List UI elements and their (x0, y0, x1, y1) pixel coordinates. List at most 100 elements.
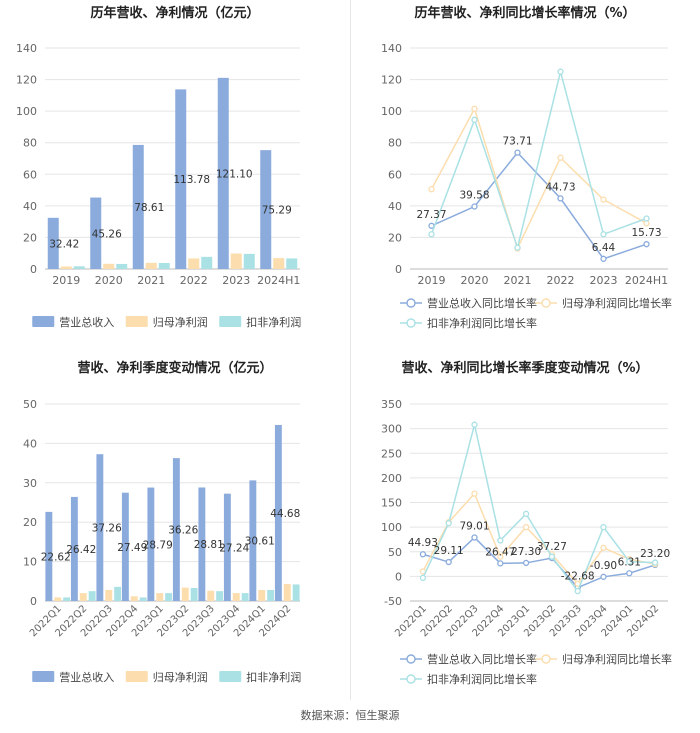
legend-label: 归母净利润 (153, 670, 208, 684)
bar-value-label: 27.49 (117, 542, 147, 554)
line-point (557, 68, 564, 75)
line-value-label: 27.30 (511, 546, 541, 558)
bar-net-profit (145, 262, 157, 269)
line-point (548, 553, 556, 560)
legend-swatch (32, 671, 55, 682)
bar-value-label: 32.42 (49, 238, 79, 250)
line-value-label: 79.01 (459, 520, 489, 532)
legend-label: 扣非净利润 (246, 315, 301, 329)
bar-revenue (249, 480, 257, 601)
y-tick-label: 150 (381, 497, 402, 510)
bar-revenue (132, 144, 144, 269)
bar-revenue (147, 487, 155, 601)
bar-revenue (223, 493, 231, 601)
bar-revenue (172, 458, 180, 601)
line-point (514, 149, 521, 156)
bar-value-label: 44.68 (270, 508, 300, 520)
line-value-label: 6.31 (618, 556, 641, 568)
legend-marker (406, 318, 416, 328)
y-tick-label: 350 (381, 398, 402, 411)
x-tick-label: 2024H1 (625, 274, 668, 287)
y-tick-label: 100 (381, 521, 402, 534)
line-point (471, 490, 478, 497)
y-tick-label: 60 (23, 168, 37, 181)
bar-value-label: 28.81 (194, 539, 224, 551)
y-tick-label: -50 (384, 595, 402, 608)
bar-deducted-profit (139, 597, 147, 601)
legend-label: 扣非净利润同比增长率 (427, 316, 537, 330)
bar-revenue (121, 492, 129, 601)
line-point (574, 588, 581, 595)
bar-revenue (47, 217, 59, 269)
bar-net-profit (230, 253, 242, 269)
y-tick-label: 140 (16, 42, 37, 55)
x-tick-label: 2022 (547, 274, 575, 287)
line-point (471, 116, 478, 123)
bar-deducted-profit (165, 593, 173, 601)
y-tick-label: 0 (30, 595, 37, 608)
bar-deducted-profit (286, 258, 298, 269)
line-point (445, 558, 452, 566)
y-tick-label: 0 (395, 263, 402, 276)
series-line-0 (422, 536, 656, 589)
y-tick-label: 40 (23, 200, 37, 213)
bar-revenue (274, 424, 282, 601)
bar-value-label: 22.62 (41, 551, 71, 563)
y-tick-label: 80 (23, 137, 37, 150)
bar-revenue (217, 77, 229, 270)
bar-revenue (96, 454, 104, 601)
bar-value-label: 78.61 (134, 202, 164, 214)
y-tick-label: 20 (23, 231, 37, 244)
line-point (497, 560, 504, 567)
legend-marker (406, 674, 416, 684)
legend-marker (541, 654, 551, 664)
data-source-note: 数据来源：恒生聚源 (300, 709, 400, 722)
y-tick-label: 60 (388, 168, 402, 181)
series-line-2 (422, 424, 656, 593)
x-tick-label: 2019 (418, 274, 446, 287)
x-tick-label: 2020 (461, 274, 489, 287)
line-value-label: 73.71 (502, 136, 532, 148)
legend-swatch (32, 316, 55, 327)
bar-net-profit (207, 590, 215, 601)
chart-title: 历年营收、净利情况（亿元） (90, 5, 259, 21)
series-line-0 (431, 151, 647, 260)
line-value-label: 39.58 (459, 190, 489, 202)
line-point (522, 523, 530, 531)
bar-value-label: 27.24 (219, 542, 249, 554)
legend-swatch (125, 671, 148, 682)
y-tick-label: 200 (381, 472, 402, 485)
y-tick-label: 10 (23, 556, 37, 569)
series-line-1 (430, 106, 647, 251)
line-point (522, 559, 530, 567)
line-point (471, 203, 478, 210)
y-tick-label: 30 (23, 477, 37, 490)
bar-value-label: 37.26 (92, 523, 122, 535)
bar-deducted-profit (73, 266, 85, 269)
line-value-label: 44.93 (408, 537, 438, 549)
legend-swatch (219, 316, 242, 327)
bar-revenue (90, 197, 102, 269)
bar-net-profit (283, 584, 291, 601)
y-tick-label: 120 (381, 74, 402, 87)
line-point (445, 520, 452, 527)
line-point (471, 534, 478, 541)
bar-net-profit (273, 258, 285, 269)
line-point (600, 523, 607, 531)
x-tick-label: 2019 (52, 274, 80, 287)
x-tick-label: 2023 (222, 274, 250, 287)
line-point (600, 255, 607, 262)
bar-value-label: 45.26 (92, 228, 122, 240)
legend-label: 营业总收入同比增长率 (427, 296, 537, 310)
bar-revenue (175, 89, 187, 270)
bar-net-profit (188, 258, 200, 269)
bar-deducted-profit (158, 263, 170, 269)
legend-label: 营业总收入同比增长率 (427, 652, 537, 666)
y-tick-label: 40 (388, 200, 402, 213)
bar-deducted-profit (116, 263, 128, 269)
bar-net-profit (105, 589, 113, 601)
line-point (522, 510, 530, 517)
bar-revenue (260, 150, 272, 269)
bar-value-label: 121.10 (216, 168, 253, 180)
